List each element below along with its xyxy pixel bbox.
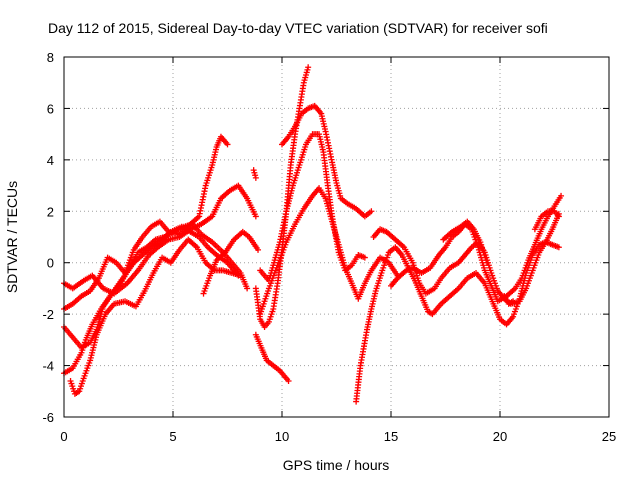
data-point [368,208,375,215]
data-point [361,254,368,261]
series-track-11 [252,331,292,384]
y-ticks: -6 -4 -2 0 2 4 6 8 [42,50,609,425]
chart-title: Day 112 of 2015, Sidereal Day-to-day VTE… [48,20,548,36]
x-tick-label: 0 [60,429,67,444]
x-tick-label: 10 [275,429,289,444]
x-tick-label: 15 [384,429,398,444]
x-ticks: 0 5 10 15 20 25 [60,57,616,444]
data-point [555,213,562,220]
data-point [244,285,251,292]
series-track-16 [440,218,490,266]
y-tick-label: -6 [42,410,54,425]
data-point [555,244,562,251]
series-track-10 [279,102,375,220]
plot-frame [63,56,610,418]
y-axis-label: SDTVAR / TECUs [4,181,20,293]
series-track-17 [531,208,562,233]
grid [64,57,609,417]
y-tick-label: 6 [47,101,54,116]
x-tick-label: 20 [493,429,507,444]
y-tick-label: 2 [47,204,54,219]
data-series [61,64,565,405]
series-track-12 [257,185,401,318]
data-point [558,192,565,199]
x-axis-label: GPS time / hours [283,457,390,473]
series-track-6 [200,228,262,297]
data-point [224,141,231,148]
series-track-18 [501,293,517,307]
y-tick-label: 0 [47,256,54,271]
x-tick-label: 5 [169,429,176,444]
series-track-5 [67,236,244,397]
series-track-15 [388,192,565,305]
data-point [252,213,259,220]
y-tick-label: 8 [47,50,54,65]
data-point [255,246,262,253]
data-point [510,298,517,305]
data-point [237,272,244,279]
y-tick-label: -4 [42,359,54,374]
y-tick-label: -2 [42,307,54,322]
y-tick-label: 4 [47,153,54,168]
data-point [252,174,259,181]
data-point [285,378,292,384]
data-point [305,64,312,71]
series-track-7 [250,167,259,181]
data-point [483,259,490,266]
x-tick-label: 25 [602,429,616,444]
